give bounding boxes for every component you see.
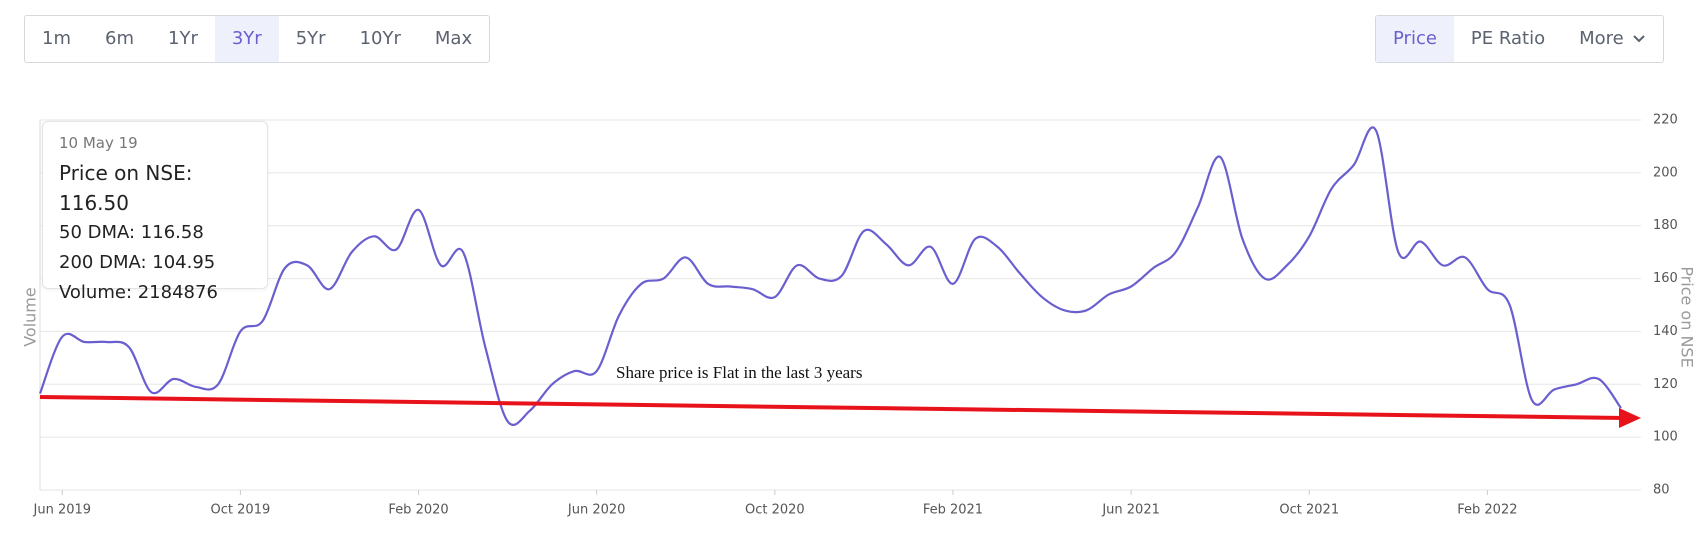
period-button[interactable]: 3Yr xyxy=(214,16,279,62)
tooltip: 10 May 19 Price on NSE: 116.50 50 DMA: 1… xyxy=(42,121,268,303)
view-button[interactable]: More xyxy=(1562,16,1663,62)
y-tick-label: 80 xyxy=(1653,483,1670,498)
y-axis-left-label: Volume xyxy=(21,287,40,347)
view-selector: Price PE Ratio More xyxy=(1375,15,1664,63)
y-axis-right-label: Price on NSE xyxy=(1678,266,1697,367)
annotation: Share price is Flat in the last 3 years xyxy=(616,363,862,382)
trend-arrow-head xyxy=(1619,408,1641,428)
grid xyxy=(39,119,1641,495)
y-tick-label: 100 xyxy=(1653,430,1678,445)
x-tick-label: Oct 2020 xyxy=(745,503,805,518)
x-tick-label: Jun 2021 xyxy=(1101,503,1160,518)
period-button[interactable]: 1Yr xyxy=(168,28,198,49)
x-tick-label: Oct 2019 xyxy=(211,503,271,518)
x-tick-label: Oct 2021 xyxy=(1279,503,1339,518)
tooltip-line: 200 DMA: 104.95 xyxy=(59,252,216,273)
y-tick-label: 180 xyxy=(1653,218,1678,233)
period-selector: 1m 6m 1Yr 3Yr 5Yr 10Yr Max xyxy=(24,15,491,63)
view-button[interactable]: Price xyxy=(1376,16,1454,62)
period-button[interactable]: 1m xyxy=(42,28,71,49)
period-button[interactable]: 10Yr xyxy=(359,28,401,49)
trend-arrow-line xyxy=(39,395,1626,420)
tooltip-date: 10 May 19 xyxy=(59,134,138,152)
x-tick-label: Feb 2021 xyxy=(923,503,983,518)
period-button[interactable]: 5Yr xyxy=(295,28,326,49)
x-tick-label: Feb 2022 xyxy=(1457,503,1517,518)
price-line xyxy=(38,126,1622,427)
x-tick-label: Feb 2020 xyxy=(388,503,448,518)
period-button[interactable]: 6m xyxy=(105,28,134,49)
tooltip-line: Price on NSE: 116.50 xyxy=(59,161,193,215)
y-tick-label: 160 xyxy=(1653,271,1678,286)
chevron-icon xyxy=(1633,35,1645,43)
period-button[interactable]: Max xyxy=(434,28,473,49)
view-button[interactable]: PE Ratio xyxy=(1470,28,1546,49)
y-tick-label: 200 xyxy=(1653,165,1678,180)
tooltip-line: Volume: 2184876 xyxy=(59,282,218,303)
y-tick-label: 140 xyxy=(1653,324,1678,339)
tooltip-line: 50 DMA: 116.58 xyxy=(59,222,204,243)
y-tick-label: 220 xyxy=(1653,113,1678,128)
x-tick-label: Jun 2020 xyxy=(567,503,626,518)
y-tick-label: 120 xyxy=(1653,377,1678,392)
view-label: More xyxy=(1579,28,1624,49)
x-tick-label: Jun 2019 xyxy=(33,503,92,518)
